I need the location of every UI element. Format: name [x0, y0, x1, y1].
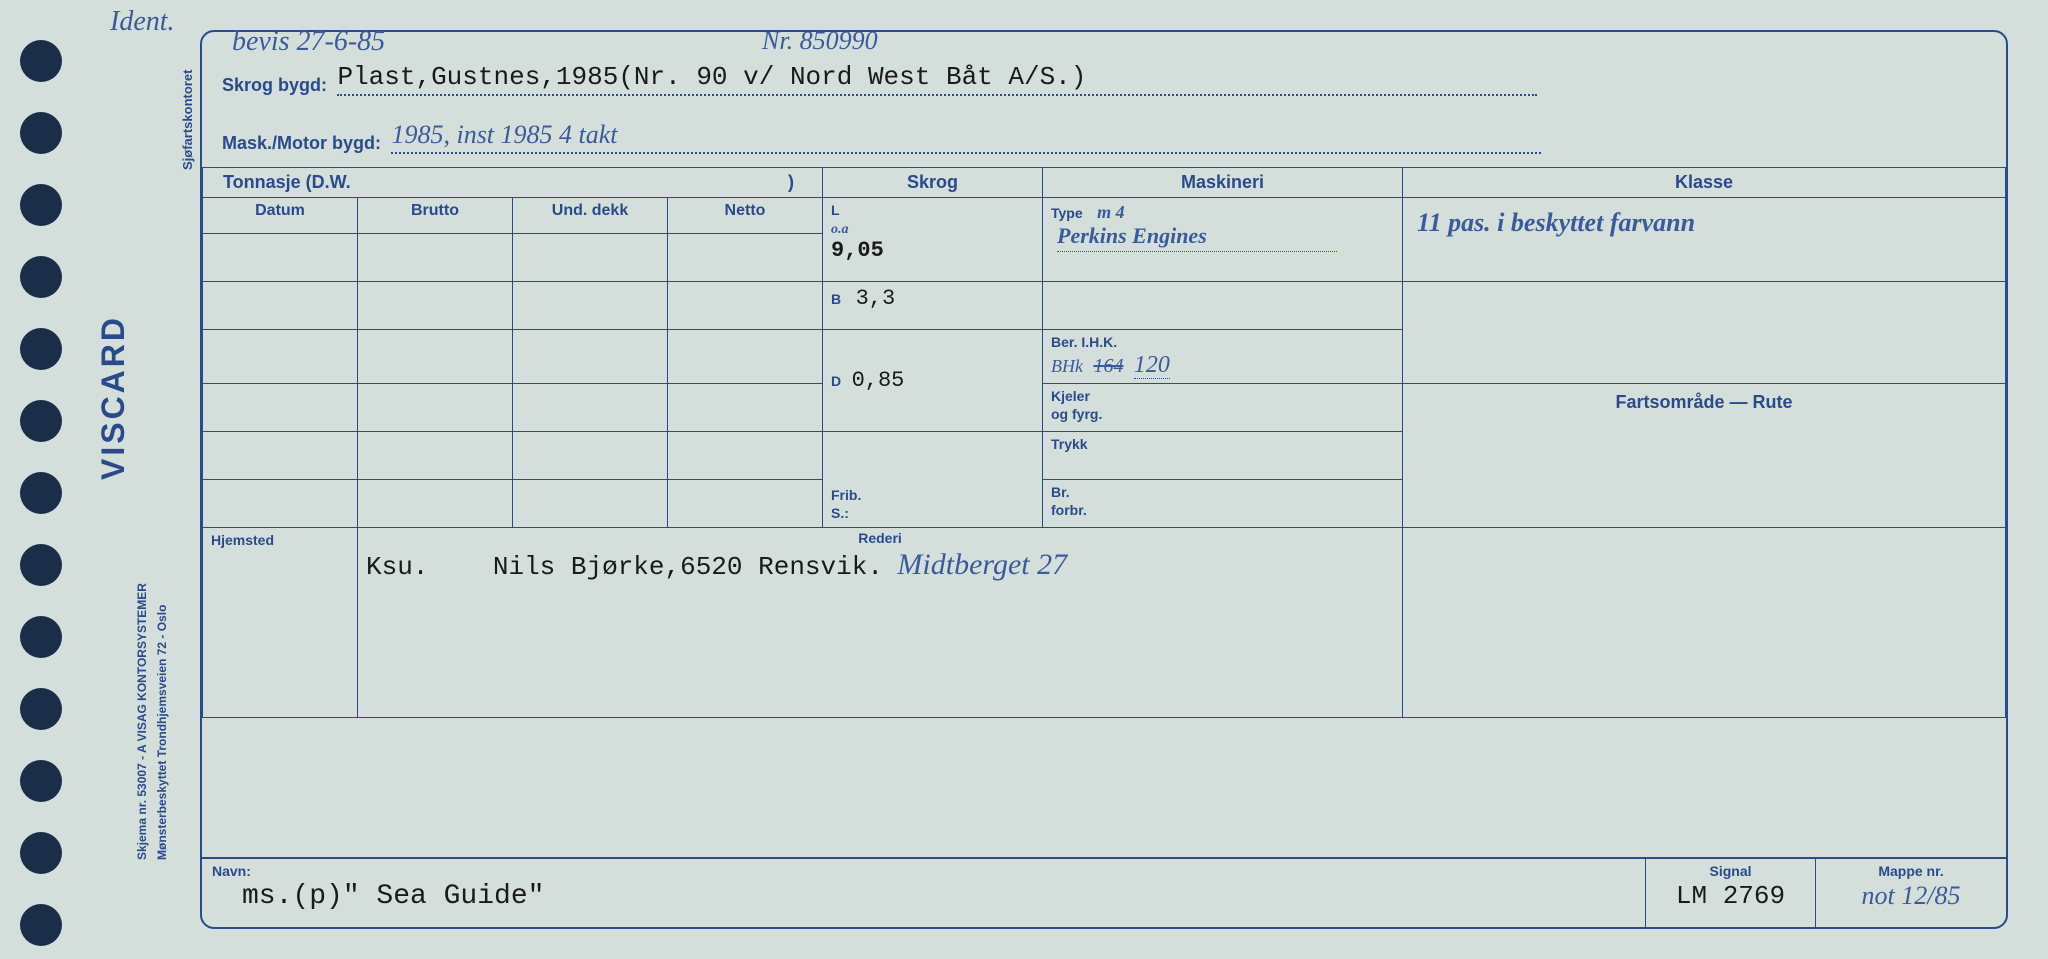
- ber-label: Ber. I.H.K.: [1051, 334, 1117, 350]
- brutto-cell: [358, 234, 513, 282]
- trykk-label: Trykk: [1051, 436, 1088, 452]
- index-card: bevis 27-6-85 Nr. 850990 Skrog bygd: Pla…: [200, 30, 2008, 929]
- empty-cell: [358, 480, 513, 528]
- empty-cell: [203, 330, 358, 384]
- main-table: Tonnasje (D.W. ) Skrog Maskineri Klasse …: [202, 167, 2006, 718]
- empty-cell: [203, 480, 358, 528]
- mappe-value: not 12/85: [1862, 881, 1961, 910]
- klasse-header: Klasse: [1403, 168, 2006, 198]
- hole: [20, 904, 62, 946]
- side-sjofart: Sjøfartskontoret: [180, 70, 195, 170]
- d-label: D: [831, 373, 841, 389]
- signal-value: LM 2769: [1676, 881, 1785, 911]
- l-value: 9,05: [831, 238, 884, 263]
- rederi-label: Rederi: [858, 530, 902, 546]
- netto-cell: [668, 234, 823, 282]
- hole: [20, 40, 62, 82]
- empty-cell: [513, 480, 668, 528]
- empty-cell: [203, 282, 358, 330]
- datum-header: Datum: [203, 198, 358, 234]
- skrog-bygd-value: Plast,Gustnes,1985(Nr. 90 v/ Nord West B…: [337, 62, 1537, 96]
- hole: [20, 688, 62, 730]
- l-label: L: [831, 202, 840, 218]
- annot-nr: Nr. 850990: [762, 26, 878, 56]
- bhk-value: 120: [1134, 352, 1170, 379]
- tonnasje-close: ): [788, 172, 814, 193]
- empty-cell: [1043, 282, 1403, 330]
- empty-cell: [203, 384, 358, 432]
- mask-motor-value: 1985, inst 1985 4 takt: [391, 120, 1541, 154]
- hole: [20, 472, 62, 514]
- maskineri-header: Maskineri: [1043, 168, 1403, 198]
- mask-motor-label: Mask./Motor bygd:: [222, 133, 381, 153]
- bottom-row: Navn: ms.(p)" Sea Guide" Signal LM 2769 …: [202, 857, 2006, 927]
- netto-header: Netto: [668, 198, 823, 234]
- empty-cell: [668, 480, 823, 528]
- hole: [20, 112, 62, 154]
- hole: [20, 400, 62, 442]
- empty-cell: [358, 432, 513, 480]
- empty-cell: [358, 282, 513, 330]
- annot-ident: Ident.: [110, 6, 175, 38]
- klasse-value: 11 pas. i beskyttet farvann: [1417, 208, 1695, 237]
- bhk-label: BHk: [1051, 356, 1083, 376]
- hole: [20, 328, 62, 370]
- unddekk-cell: [513, 234, 668, 282]
- b-value: 3,3: [856, 286, 896, 311]
- brutto-header: Brutto: [358, 198, 513, 234]
- bhk-struck: 164: [1093, 355, 1123, 377]
- signal-label: Signal: [1709, 863, 1751, 879]
- hole: [20, 544, 62, 586]
- hole: [20, 184, 62, 226]
- empty-cell: [513, 282, 668, 330]
- annot-bevis: bevis 27-6-85: [232, 26, 385, 58]
- empty-cell: [1403, 528, 2006, 718]
- rederi-hand: Midtberget 27: [897, 548, 1067, 581]
- rederi-value: Nils Bjørke,6520 Rensvik.: [493, 552, 883, 582]
- kjeler-label: Kjeler: [1051, 388, 1090, 404]
- hole: [20, 616, 62, 658]
- datum-cell: [203, 234, 358, 282]
- type-annot: m 4: [1097, 202, 1125, 222]
- empty-cell: [1403, 282, 2006, 384]
- b-label: B: [831, 291, 841, 307]
- empty-cell: [203, 432, 358, 480]
- navn-label: Navn:: [212, 863, 251, 879]
- d-value: 0,85: [852, 368, 905, 393]
- hjemsted-label: Hjemsted: [211, 532, 274, 548]
- punch-holes: [20, 40, 62, 946]
- navn-value: ms.(p)" Sea Guide": [242, 881, 544, 912]
- fartsomrade-label: Fartsområde — Rute: [1615, 392, 1792, 412]
- hole: [20, 832, 62, 874]
- empty-cell: [358, 330, 513, 384]
- empty-cell: [668, 282, 823, 330]
- type-label: Type: [1051, 205, 1083, 221]
- header-block: Skrog bygd: Plast,Gustnes,1985(Nr. 90 v/…: [222, 62, 1986, 154]
- hole: [20, 256, 62, 298]
- s-label: S.:: [831, 505, 849, 521]
- empty-cell: [668, 384, 823, 432]
- br-label: Br.: [1051, 484, 1070, 500]
- hjemsted-value: Ksu.: [366, 552, 428, 582]
- skrog-bygd-label: Skrog bygd:: [222, 75, 327, 95]
- empty-cell: [513, 432, 668, 480]
- l-sub: o.a: [831, 222, 849, 237]
- unddekk-header: Und. dekk: [513, 198, 668, 234]
- empty-cell: [513, 330, 668, 384]
- fyrg-label: og fyrg.: [1051, 406, 1102, 422]
- frib-label: Frib.: [831, 487, 861, 503]
- forbr-label: forbr.: [1051, 502, 1087, 518]
- brand-logo: VISCARD: [95, 315, 132, 480]
- empty-cell: [668, 432, 823, 480]
- mappe-label: Mappe nr.: [1878, 863, 1943, 879]
- hole: [20, 760, 62, 802]
- skrog-header: Skrog: [823, 168, 1043, 198]
- empty-cell: [358, 384, 513, 432]
- tonnasje-header: Tonnasje (D.W.: [223, 172, 351, 192]
- empty-cell: [513, 384, 668, 432]
- side-text-2: Mønsterbeskyttet Trondhjemsveien 72 - Os…: [155, 605, 169, 860]
- empty-cell: [668, 330, 823, 384]
- side-text-1: Skjema nr. 53007 - A VISAG KONTORSYSTEME…: [135, 583, 149, 860]
- type-value: Perkins Engines: [1057, 223, 1337, 252]
